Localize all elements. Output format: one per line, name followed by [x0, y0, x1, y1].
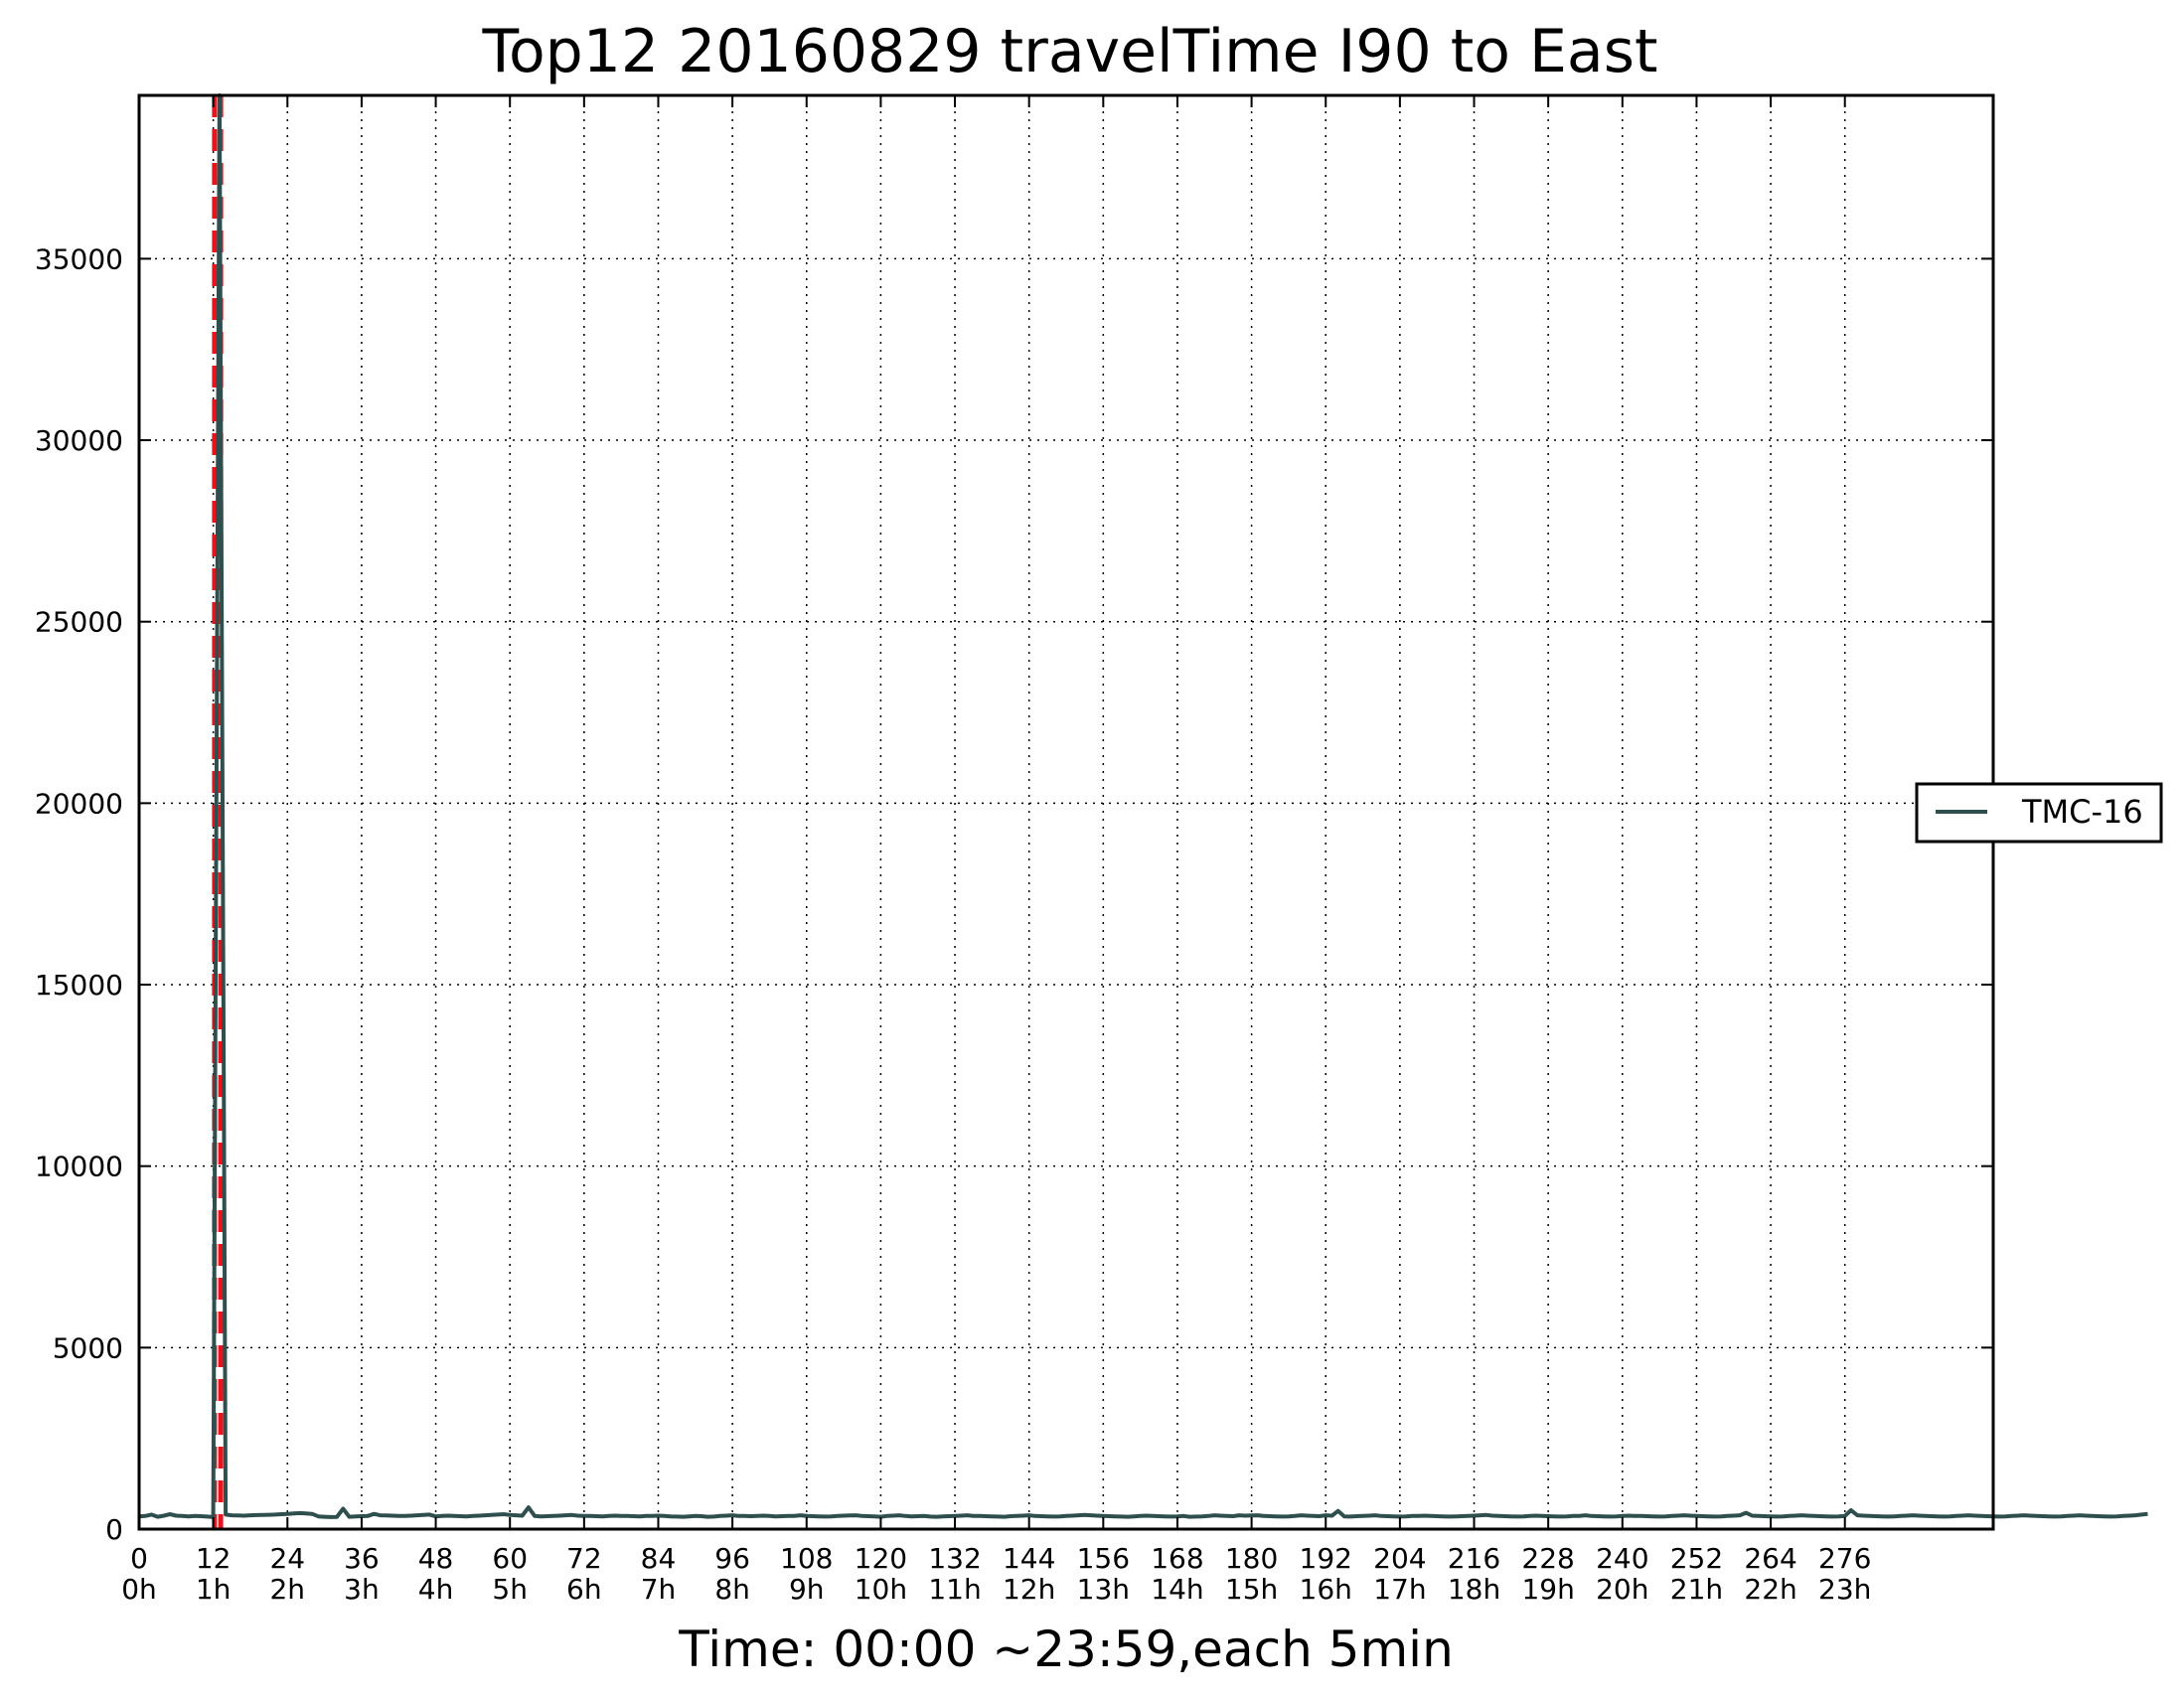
x-tick-label: 72 [566, 1542, 602, 1575]
x-tick-hour-label: 22h [1744, 1573, 1796, 1606]
x-axis-label: Time: 00:00 ~23:59,each 5min [678, 1621, 1454, 1678]
x-tick-label: 228 [1521, 1542, 1574, 1575]
x-tick-hour-label: 17h [1373, 1573, 1426, 1606]
series-line-tmc-16 [138, 93, 2148, 1519]
x-tick-label: 156 [1077, 1542, 1130, 1575]
x-tick-hour-label: 23h [1818, 1573, 1871, 1606]
x-tick-label: 192 [1300, 1542, 1352, 1575]
x-tick-hour-label: 6h [566, 1573, 602, 1606]
x-tick-hour-label: 7h [641, 1573, 677, 1606]
chart-title: Top12 20160829 travelTime I90 to East [482, 17, 1658, 86]
y-tick-label: 0 [105, 1513, 123, 1546]
y-tick-label: 25000 [35, 606, 123, 639]
x-tick-label: 264 [1744, 1542, 1796, 1575]
x-tick-hour-label: 3h [344, 1573, 380, 1606]
x-tick-hour-label: 20h [1596, 1573, 1648, 1606]
x-tick-hour-label: 0h [121, 1573, 157, 1606]
x-tick-hour-label: 14h [1151, 1573, 1203, 1606]
y-tick-label: 30000 [35, 424, 123, 457]
x-tick-hour-label: 9h [789, 1573, 825, 1606]
x-tick-label: 132 [928, 1542, 981, 1575]
x-tick-label: 84 [641, 1542, 677, 1575]
x-tick-label: 24 [269, 1542, 305, 1575]
x-tick-label: 12 [196, 1542, 232, 1575]
x-tick-hour-label: 4h [418, 1573, 454, 1606]
x-tick-hour-label: 13h [1077, 1573, 1130, 1606]
x-tick-label: 144 [1003, 1542, 1055, 1575]
x-tick-hour-label: 19h [1521, 1573, 1574, 1606]
x-tick-label: 60 [492, 1542, 528, 1575]
y-tick-label: 10000 [35, 1151, 123, 1183]
y-axis: 0 5000 10000 15000 20000 25000 30000 35000 [35, 242, 1993, 1546]
x-tick-label: 276 [1818, 1542, 1871, 1575]
x-tick-hour-label: 12h [1003, 1573, 1055, 1606]
x-tick-label: 180 [1225, 1542, 1278, 1575]
x-tick-hour-label: 15h [1225, 1573, 1278, 1606]
y-tick-label: 15000 [35, 969, 123, 1002]
x-tick-hour-label: 8h [714, 1573, 750, 1606]
x-tick-hour-label: 10h [855, 1573, 907, 1606]
x-tick-hour-label: 18h [1448, 1573, 1500, 1606]
x-tick-label: 96 [714, 1542, 750, 1575]
x-tick-label: 216 [1448, 1542, 1500, 1575]
x-tick-label: 120 [855, 1542, 907, 1575]
x-tick-label: 48 [418, 1542, 454, 1575]
legend: TMC-16 [1915, 782, 2163, 844]
x-tick-hour-label: 11h [928, 1573, 981, 1606]
y-tick-label: 5000 [53, 1331, 123, 1364]
x-tick-hour-label: 1h [196, 1573, 232, 1606]
y-tick-label: 35000 [35, 242, 123, 275]
x-tick-label: 168 [1151, 1542, 1203, 1575]
x-tick-hour-label: 2h [269, 1573, 305, 1606]
grid [139, 95, 1993, 1529]
x-tick-label: 252 [1670, 1542, 1723, 1575]
x-tick-hour-label: 16h [1300, 1573, 1352, 1606]
x-tick-label: 204 [1373, 1542, 1426, 1575]
x-tick-label: 108 [780, 1542, 833, 1575]
legend-box [1915, 782, 2163, 844]
legend-label-tmc-16: TMC-16 [2021, 793, 2143, 831]
y-tick-label: 20000 [35, 787, 123, 820]
series-layer [138, 93, 2148, 1519]
x-tick-label: 240 [1596, 1542, 1648, 1575]
x-tick-label: 36 [344, 1542, 380, 1575]
x-tick-hour-label: 21h [1670, 1573, 1723, 1606]
x-tick-label: 0 [130, 1542, 148, 1575]
x-tick-hour-label: 5h [492, 1573, 528, 1606]
